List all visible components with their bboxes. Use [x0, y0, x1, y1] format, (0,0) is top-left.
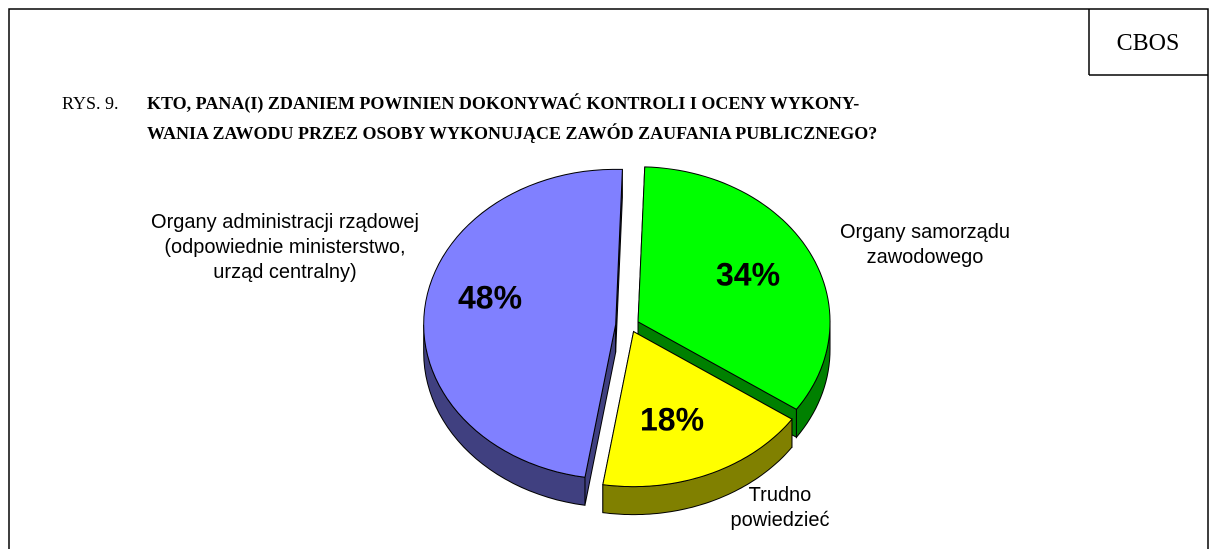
category-label: Trudno powiedzieć [730, 484, 830, 531]
chart-title: KTO, PANA(I) ZDANIEM POWINIEN DOKONYWAĆ … [147, 92, 859, 114]
category-label: Organy administracji rządowej (odpowiedn… [151, 211, 419, 283]
chart-title: WANIA ZAWODU PRZEZ OSOBY WYKONUJĄCE ZAWÓ… [147, 122, 877, 143]
category-label: Organy samorządu zawodowego [839, 221, 1011, 268]
frame [8, 8, 1209, 549]
value-label: 48% [458, 279, 522, 315]
pie-slice [637, 166, 831, 410]
value-label: 34% [716, 256, 780, 292]
figure-number: RYS. 9. [62, 93, 119, 113]
pie-slice [423, 168, 623, 478]
pie-slice [602, 330, 793, 488]
source: CBOS [1117, 30, 1180, 56]
value-label: 18% [640, 401, 704, 437]
